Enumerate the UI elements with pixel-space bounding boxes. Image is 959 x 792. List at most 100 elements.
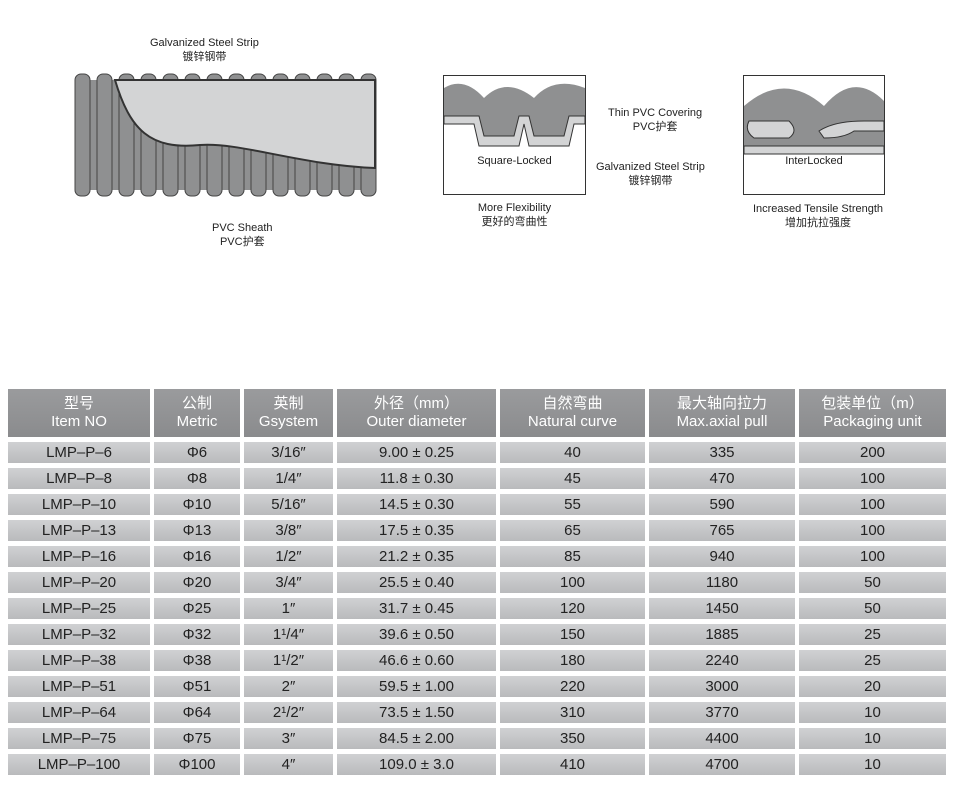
table-cell: 335 <box>649 442 795 463</box>
square-locked-diagram: Square-Locked <box>443 75 586 195</box>
table-cell: 17.5 ± 0.35 <box>337 520 496 541</box>
table-cell: Φ10 <box>154 494 240 515</box>
steel-strip-label: Galvanized Steel Strip 镀锌钢带 <box>150 37 259 63</box>
table-cell: 100 <box>799 546 946 567</box>
header-en: Gsystem <box>258 413 319 430</box>
table-cell: 310 <box>500 702 645 723</box>
table-cell: LMP–P–100 <box>8 754 150 775</box>
table-cell: 5/16″ <box>244 494 333 515</box>
table-cell: 1¹/2″ <box>244 650 333 671</box>
table-cell: 220 <box>500 676 645 697</box>
table-cell: 3000 <box>649 676 795 697</box>
table-cell: 2240 <box>649 650 795 671</box>
square-locked-profile <box>443 83 586 147</box>
table-cell: 39.6 ± 0.50 <box>337 624 496 645</box>
header-cn: 英制 <box>273 395 304 412</box>
table-cell: 10 <box>799 754 946 775</box>
table-cell: 109.0 ± 3.0 <box>337 754 496 775</box>
table-cell: LMP–P–38 <box>8 650 150 671</box>
table-cell: 100 <box>799 520 946 541</box>
table-cell: LMP–P–13 <box>8 520 150 541</box>
table-cell: Φ75 <box>154 728 240 749</box>
header-en: Max.axial pull <box>676 413 768 430</box>
table-cell: 59.5 ± 1.00 <box>337 676 496 697</box>
table-cell: 1180 <box>649 572 795 593</box>
table-cell: 25 <box>799 650 946 671</box>
thin-pvc-covering-label: Thin PVC Covering PVC护套 <box>608 107 703 133</box>
square-locked-title: Square-Locked <box>477 155 552 167</box>
header-cn: 外径（mm） <box>374 395 459 412</box>
table-cell: 10 <box>799 728 946 749</box>
header-cn: 公制 <box>181 395 212 412</box>
column-header: 型号 Item NO <box>8 389 150 437</box>
table-cell: 765 <box>649 520 795 541</box>
table-cell: LMP–P–75 <box>8 728 150 749</box>
table-cell: 20 <box>799 676 946 697</box>
table-cell: 100 <box>500 572 645 593</box>
specification-table: 型号 Item NO 公制 Metric 英制 Gsystem 外径（mm） Outer di… <box>8 389 946 775</box>
table-cell: LMP–P–32 <box>8 624 150 645</box>
table-cell: 10 <box>799 702 946 723</box>
table-cell: 3″ <box>244 728 333 749</box>
table-cell: 3/16″ <box>244 442 333 463</box>
table-cell: LMP–P–10 <box>8 494 150 515</box>
table-cell: 100 <box>799 494 946 515</box>
column-header: 包装单位（m） Packaging unit <box>799 389 946 437</box>
table-cell: Φ32 <box>154 624 240 645</box>
table-cell: 25 <box>799 624 946 645</box>
header-en: Item NO <box>51 413 107 430</box>
table-cell: Φ25 <box>154 598 240 619</box>
table-cell: 2¹/2″ <box>244 702 333 723</box>
header-cn: 最大轴向拉力 <box>676 395 767 412</box>
column-header: 公制 Metric <box>154 389 240 437</box>
table-cell: 55 <box>500 494 645 515</box>
table-cell: 1¹/4″ <box>244 624 333 645</box>
table-cell: Φ100 <box>154 754 240 775</box>
table-cell: 45 <box>500 468 645 489</box>
table-cell: Φ51 <box>154 676 240 697</box>
interlocked-title: InterLocked <box>785 155 843 167</box>
table-cell: Φ16 <box>154 546 240 567</box>
pipe-cutaway-illustration <box>74 73 377 197</box>
interlocked-diagram: InterLocked <box>743 75 885 195</box>
table-cell: 84.5 ± 2.00 <box>337 728 496 749</box>
table-cell: 470 <box>649 468 795 489</box>
header-cn: 型号 <box>63 395 94 412</box>
table-cell: 46.6 ± 0.60 <box>337 650 496 671</box>
table-cell: 50 <box>799 572 946 593</box>
table-cell: 4400 <box>649 728 795 749</box>
table-cell: 3/4″ <box>244 572 333 593</box>
table-cell: Φ20 <box>154 572 240 593</box>
square-locked-caption: More Flexibility 更好的弯曲性 <box>477 202 552 228</box>
table-cell: 14.5 ± 0.30 <box>337 494 496 515</box>
table-cell: 120 <box>500 598 645 619</box>
pipe-rib <box>96 73 113 197</box>
column-header: 自然弯曲 Natural curve <box>500 389 645 437</box>
column-header: 外径（mm） Outer diameter <box>337 389 496 437</box>
table-cell: Φ8 <box>154 468 240 489</box>
table-cell: 9.00 ± 0.25 <box>337 442 496 463</box>
table-cell: 4″ <box>244 754 333 775</box>
table-cell: Φ38 <box>154 650 240 671</box>
table-cell: LMP–P–8 <box>8 468 150 489</box>
table-cell: LMP–P–20 <box>8 572 150 593</box>
pipe-rib <box>74 73 91 197</box>
column-header: 最大轴向拉力 Max.axial pull <box>649 389 795 437</box>
galvanized-strip-label: Galvanized Steel Strip 镀锌钢带 <box>596 161 705 187</box>
table-cell: 1″ <box>244 598 333 619</box>
table-cell: LMP–P–64 <box>8 702 150 723</box>
table-cell: 1885 <box>649 624 795 645</box>
pvc-sheath-label: PVC Sheath PVC护套 <box>212 222 273 248</box>
table-cell: 3770 <box>649 702 795 723</box>
table-cell: 200 <box>799 442 946 463</box>
header-en: Outer diameter <box>366 413 467 430</box>
table-cell: 940 <box>649 546 795 567</box>
table-cell: Φ13 <box>154 520 240 541</box>
table-cell: 100 <box>799 468 946 489</box>
table-cell: 180 <box>500 650 645 671</box>
header-en: Natural curve <box>527 413 618 430</box>
table-cell: LMP–P–16 <box>8 546 150 567</box>
table-cell: 1450 <box>649 598 795 619</box>
table-cell: 11.8 ± 0.30 <box>337 468 496 489</box>
